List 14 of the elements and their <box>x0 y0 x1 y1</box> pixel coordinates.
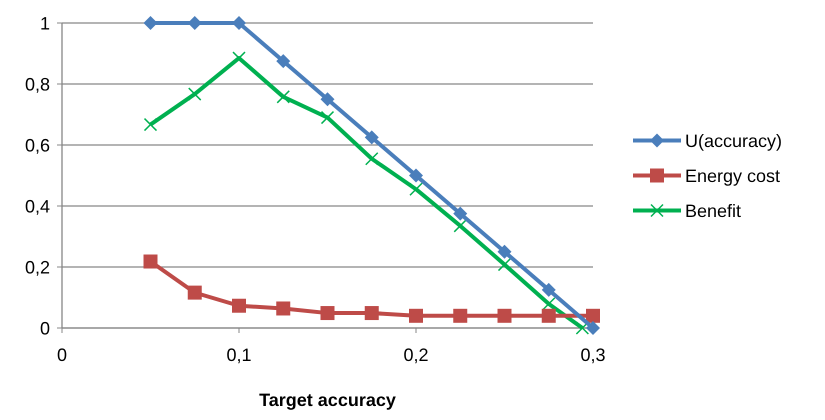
y-tick-label: 0 <box>40 318 50 338</box>
legend-label: Energy cost <box>685 166 780 186</box>
legend-label: Benefit <box>685 200 742 221</box>
y-tick-label: 0,6 <box>24 135 50 156</box>
y-tick-label: 0,2 <box>24 257 50 278</box>
x-tick-label: 0,3 <box>580 345 606 365</box>
x-axis-title: Target accuracy <box>259 390 396 410</box>
x-tick-label: 0,2 <box>403 345 429 365</box>
y-tick-label: 1 <box>40 13 50 34</box>
legend-label: U(accuracy) <box>685 130 782 151</box>
x-tick-label: 0 <box>56 345 68 365</box>
x-tick-label: 0,1 <box>226 345 252 365</box>
y-tick-label: 0,4 <box>24 196 50 216</box>
y-tick-label: 0,8 <box>24 74 50 94</box>
